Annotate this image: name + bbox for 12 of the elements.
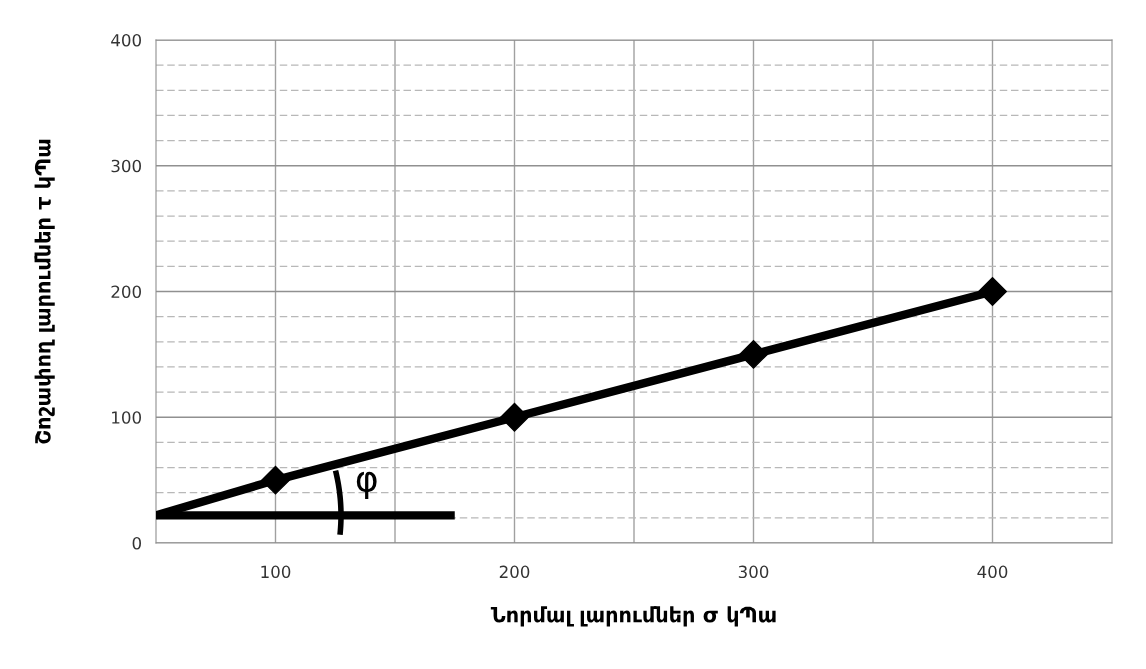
y-axis-title: Շոշափող լարումներ τ կՊա bbox=[34, 139, 55, 444]
y-tick-label: 300 bbox=[111, 159, 141, 173]
y-tick-label: 100 bbox=[112, 411, 141, 424]
x-tick-label: 100 bbox=[261, 565, 291, 579]
y-tick-label: 200 bbox=[111, 285, 141, 299]
annotation: φ bbox=[356, 471, 377, 500]
x-tick-label: 400 bbox=[977, 565, 1008, 579]
y-tick-label: 400 bbox=[111, 33, 141, 47]
x-tick-label: 300 bbox=[738, 565, 769, 579]
x-tick-label: 200 bbox=[499, 565, 530, 579]
y-tick-label: 0 bbox=[132, 536, 141, 550]
x-axis-title: Նորմալ լարումներ σ կՊա bbox=[490, 606, 776, 627]
